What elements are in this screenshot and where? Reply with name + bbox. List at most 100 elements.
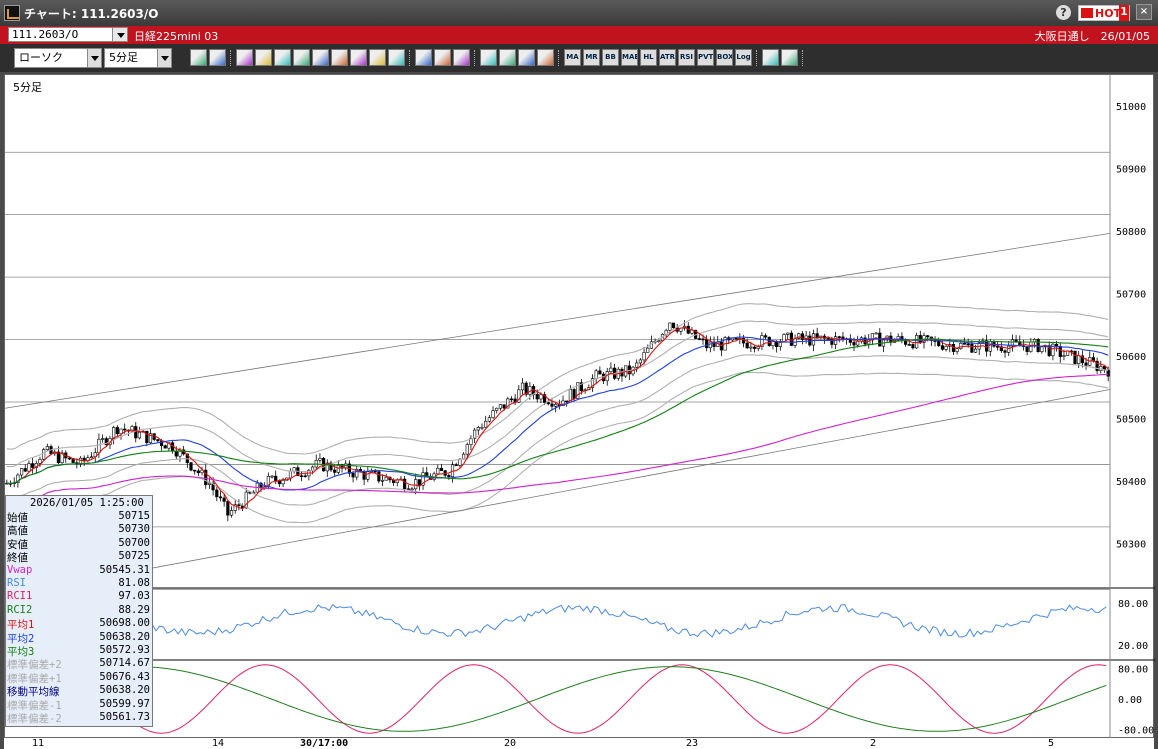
zoom-icon[interactable] <box>190 49 207 66</box>
candle-body <box>1106 369 1110 377</box>
info-value: 50638.20 <box>99 630 150 643</box>
candle-body <box>1077 355 1081 365</box>
candle-body <box>543 394 547 403</box>
help-icon[interactable]: ? <box>1056 5 1071 20</box>
chevron-down-icon <box>117 33 125 38</box>
candle-body <box>985 340 989 352</box>
candle-body <box>775 341 779 347</box>
mr-indicator-button[interactable]: MR <box>583 49 600 66</box>
chart-type-select[interactable]: ローソク <box>14 48 102 68</box>
color-icon[interactable] <box>453 49 470 66</box>
zoom-icon[interactable] <box>781 49 798 66</box>
candle-body <box>598 370 602 375</box>
chart-icon[interactable] <box>518 49 535 66</box>
candle-body <box>988 341 992 352</box>
candle-body <box>384 476 388 481</box>
candle-body <box>134 426 138 439</box>
toolbar-separator <box>409 50 411 66</box>
candle-body <box>767 336 771 346</box>
download-icon[interactable] <box>480 49 497 66</box>
candle-body <box>1084 362 1088 366</box>
info-row: 終値 50725 <box>6 550 152 564</box>
candle-body <box>148 433 153 443</box>
candle-body <box>638 359 642 364</box>
box-indicator-button[interactable]: BOX <box>716 49 733 66</box>
candle-body <box>137 431 142 439</box>
candle-body <box>520 382 525 391</box>
candle-body <box>436 467 440 475</box>
candle-body <box>89 456 94 459</box>
trash-icon[interactable] <box>331 49 348 66</box>
title-bar[interactable]: チャート: 111.2603/O ? HOT 1 × <box>0 0 1158 26</box>
candle-body <box>60 452 64 463</box>
candle-body <box>517 389 521 403</box>
price-chart[interactable]: 51000 50900 50800 50700 50600 50500 50400 50300… <box>5 75 1155 739</box>
delete-all-icon[interactable] <box>388 49 405 66</box>
info-label: 平均1 <box>7 619 35 632</box>
candle-body <box>944 345 948 350</box>
candle-body <box>830 338 834 345</box>
trendline-icon[interactable] <box>236 49 253 66</box>
undo-icon[interactable] <box>293 49 310 66</box>
candle-body <box>16 474 20 483</box>
search-icon[interactable] <box>499 49 516 66</box>
chart-area[interactable]: 51000 50900 50800 50700 50600 50500 50400 50300… <box>4 74 1155 739</box>
hl-indicator-button[interactable]: HL <box>640 49 657 66</box>
symbol-dropdown-button[interactable] <box>112 27 128 42</box>
candle-body <box>233 504 237 511</box>
cursor-icon[interactable] <box>274 49 291 66</box>
candle-body <box>193 469 197 472</box>
rsi-indicator-button[interactable]: RSI <box>678 49 695 66</box>
pvt-indicator-button[interactable]: PVT <box>697 49 714 66</box>
info-row: 標準偏差-2 50561.73 <box>6 711 152 725</box>
candle-body <box>1062 355 1066 357</box>
wrench-icon[interactable] <box>434 49 451 66</box>
mae-indicator-button[interactable]: MAE <box>621 49 638 66</box>
candle-body <box>222 497 226 502</box>
candle-body <box>815 333 819 338</box>
info-label: 平均2 <box>7 632 35 645</box>
candle2-icon[interactable] <box>369 49 386 66</box>
ma-indicator-button[interactable]: MA <box>564 49 581 66</box>
info-label: 標準偏差+1 <box>7 672 62 685</box>
price-tick-label: 50400 <box>1116 477 1146 488</box>
hot-badge[interactable]: HOT 1 <box>1078 5 1130 21</box>
session-date: 大阪日通し 26/01/05 <box>1034 30 1150 43</box>
x-label: 14 <box>212 738 225 749</box>
memo-icon[interactable] <box>312 49 329 66</box>
blank-icon[interactable] <box>762 49 779 66</box>
symbol-input[interactable]: 111.2603/O <box>8 27 128 42</box>
candle-body <box>123 428 127 431</box>
rci2-line <box>5 666 1107 732</box>
vwap-line <box>6 373 1109 509</box>
draw-icon[interactable] <box>255 49 272 66</box>
candle-body <box>1073 350 1077 365</box>
info-value: 50545.31 <box>99 563 150 576</box>
candle-body <box>465 444 469 455</box>
hot-number: 1 <box>1119 5 1129 21</box>
candle-body <box>1007 345 1011 353</box>
bollinger-lower1 <box>6 354 1109 506</box>
hot-label: HOT <box>1095 7 1122 20</box>
log-indicator-button[interactable]: Log <box>735 49 752 66</box>
candle-body <box>417 479 421 486</box>
tick-icon[interactable] <box>537 49 554 66</box>
chart-type-value: ローソク <box>19 51 63 64</box>
settings-icon[interactable] <box>415 49 432 66</box>
candle-body <box>1014 339 1018 342</box>
atr-indicator-button[interactable]: ATR <box>659 49 676 66</box>
candle-body <box>414 479 418 490</box>
candle-icon[interactable] <box>350 49 367 66</box>
bb-indicator-button[interactable]: BB <box>602 49 619 66</box>
price-tick-label: 50300 <box>1116 539 1146 550</box>
timeframe-select[interactable]: 5分足 <box>104 48 172 68</box>
candle-body <box>299 475 304 478</box>
candle-body <box>78 457 83 465</box>
info-value: 81.08 <box>118 577 150 589</box>
candle-body <box>712 341 716 347</box>
close-window-icon[interactable]: × <box>1136 4 1152 20</box>
candle-body <box>101 438 105 440</box>
crosshair-icon[interactable] <box>209 49 226 66</box>
candle-body <box>145 430 149 443</box>
candle-body <box>211 482 215 491</box>
